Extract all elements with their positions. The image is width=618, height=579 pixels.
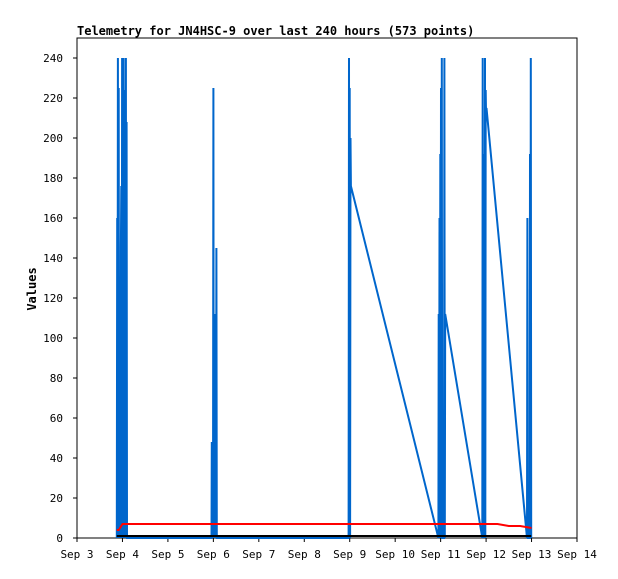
y-tick-label: 200	[43, 132, 63, 145]
x-tick-label: Sep 4	[106, 548, 139, 561]
x-tick-label: Sep 3	[60, 548, 93, 561]
y-tick-label: 20	[50, 492, 63, 505]
plot-area-frame	[76, 37, 578, 539]
y-tick-label: 120	[43, 292, 63, 305]
x-tick-label: Sep 14	[557, 548, 597, 561]
x-tick-label: Sep 8	[288, 548, 321, 561]
chart-title: Telemetry for JN4HSC-9 over last 240 hou…	[77, 24, 474, 38]
x-tick-label: Sep 12	[466, 548, 506, 561]
y-tick-label: 140	[43, 252, 63, 265]
x-tick-label: Sep 10	[375, 548, 415, 561]
series-line-2	[116, 523, 532, 531]
x-tick-label: Sep 6	[197, 548, 230, 561]
x-tick-label: Sep 9	[333, 548, 366, 561]
y-tick-label: 100	[43, 332, 63, 345]
y-tick-label: 40	[50, 452, 63, 465]
y-tick-label: 180	[43, 172, 63, 185]
y-tick-label: 0	[56, 532, 63, 545]
series-layer	[115, 57, 533, 539]
x-tick-label: Sep 13	[512, 548, 552, 561]
y-tick-label: 220	[43, 92, 63, 105]
x-axis-ticks: Sep 3 Sep 4 Sep 5 Sep 6 Sep 7 Sep 8 Sep 9 Sep 1…	[60, 538, 597, 561]
series-line-1	[115, 57, 533, 539]
y-tick-label: 160	[43, 212, 63, 225]
y-tick-label: 240	[43, 52, 63, 65]
x-tick-label: Sep 7	[242, 548, 275, 561]
y-tick-label: 60	[50, 412, 63, 425]
x-tick-label: Sep 11	[421, 548, 461, 561]
y-axis-label: Values	[25, 267, 39, 310]
y-axis-ticks: 0 20 40 60 80 100 120 140 160 180 200 220 240	[43, 52, 77, 545]
y-tick-label: 80	[50, 372, 63, 385]
x-tick-label: Sep 5	[151, 548, 184, 561]
